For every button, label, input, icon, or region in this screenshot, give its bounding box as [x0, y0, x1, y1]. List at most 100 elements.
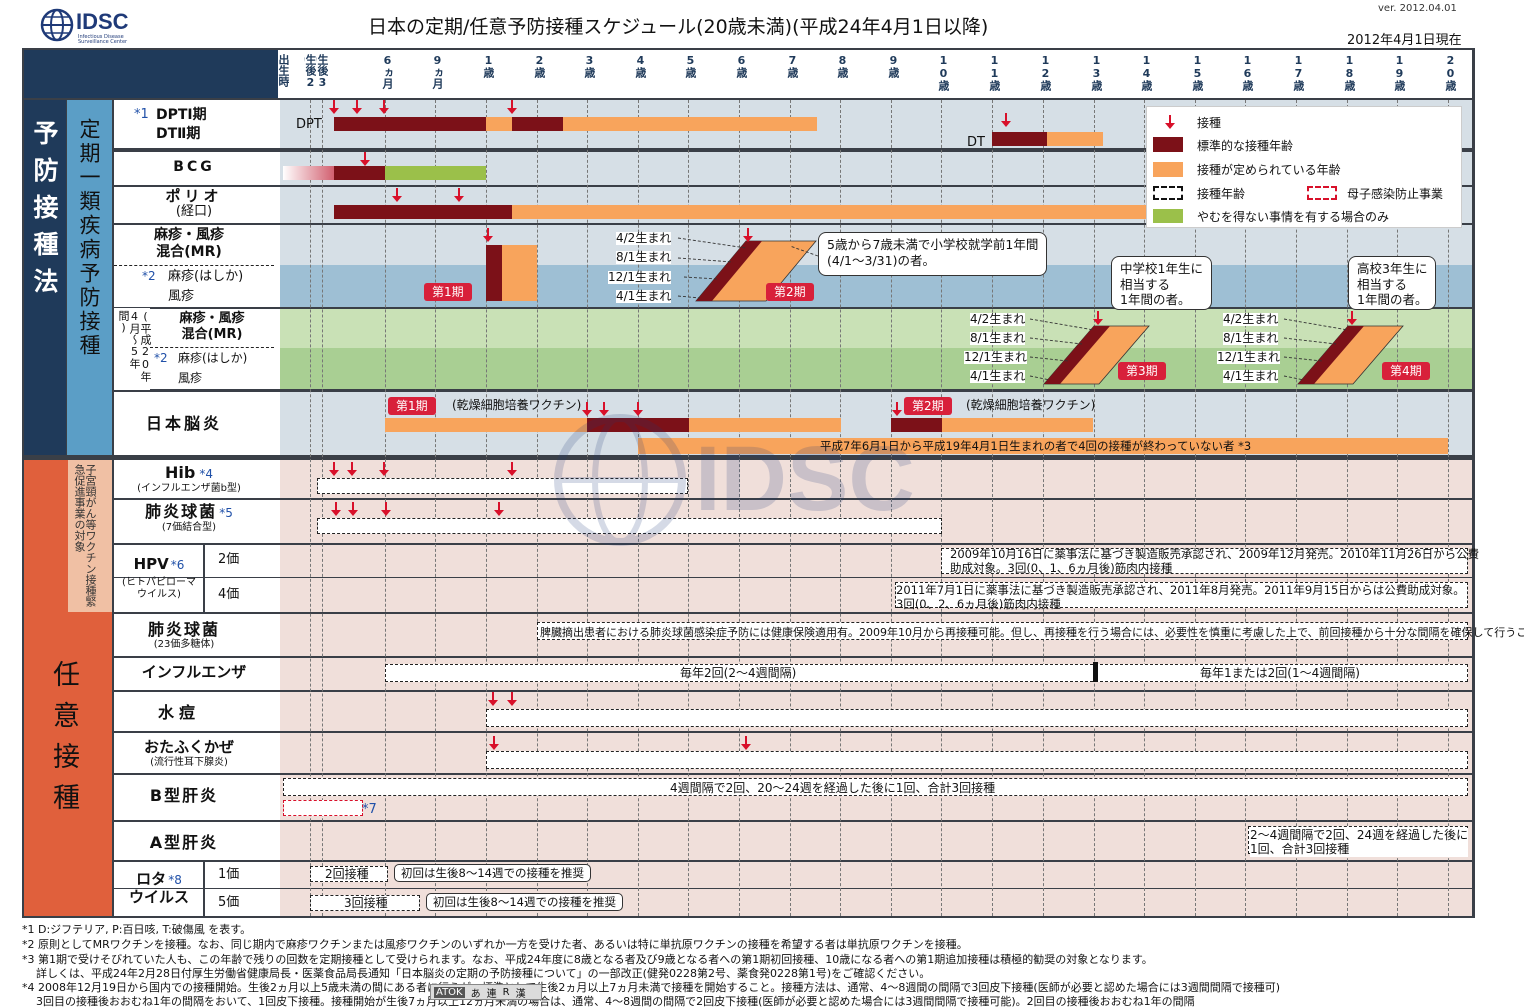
- pcv-range: [317, 518, 942, 534]
- ppv-sub: (23価多糖体): [153, 639, 215, 650]
- mr2-lead-2: [677, 257, 734, 263]
- grid-line-15: [992, 100, 993, 916]
- legend-mother: 母子感染防止事業: [1347, 187, 1444, 201]
- dpt-arrow-1: [329, 100, 339, 114]
- legend-mother-swatch: [1307, 186, 1337, 200]
- mr1-main-2: 混合(MR): [156, 244, 222, 260]
- mr2-lead-4: [677, 295, 701, 299]
- age-tick-6: 2歳: [533, 54, 545, 78]
- mr1-arrow: [483, 228, 493, 242]
- hepb-label: B型肝炎: [149, 786, 219, 805]
- je-vac-2: (乾燥細胞培養ワクチン): [966, 398, 1096, 412]
- je-arrow-2: [599, 402, 609, 416]
- je-ki1: 第1期: [388, 397, 436, 416]
- mr4-b121: 12/1生まれ: [1217, 350, 1280, 365]
- ime-kan[interactable]: 漢: [515, 988, 526, 1000]
- je-def-1: [385, 418, 587, 432]
- ime-ren[interactable]: 連: [486, 988, 497, 1000]
- dpt-std-1: [334, 117, 486, 131]
- age-tick-8: 4歳: [634, 54, 646, 78]
- dpt-bar-label: DPT: [296, 117, 322, 132]
- age-tick-14: 10歳: [937, 54, 949, 91]
- section-teiki: [67, 100, 112, 455]
- grid-line-19: [1195, 100, 1196, 916]
- mr4-lead-1: [1283, 318, 1349, 331]
- legend-inj: 接種: [1197, 116, 1222, 130]
- mr4-para: [1297, 325, 1404, 385]
- dt-std: [992, 132, 1047, 146]
- rota1-dose: 2回接種: [325, 867, 369, 881]
- ime-atok[interactable]: ATOK: [434, 986, 465, 998]
- logo-sub: Infectious Disease Surveillance Center: [78, 34, 128, 45]
- rota-1ka: 1価: [218, 867, 240, 882]
- rota5-rec-box: 初回は生後8〜14週での接種を推奨: [426, 893, 623, 912]
- mr2-b81: 8/1生まれ: [616, 250, 672, 265]
- mr1-std: [486, 245, 502, 301]
- hepb-star: *7: [362, 802, 377, 817]
- ime-a[interactable]: あ: [470, 988, 481, 1000]
- grid-line-9: [688, 100, 689, 916]
- grid-line-17: [1094, 100, 1095, 916]
- legend-age: 接種年齢: [1197, 187, 1246, 201]
- mr1-star: *2: [142, 269, 156, 283]
- mr1-def: [502, 245, 537, 301]
- grid-line-11: [790, 100, 791, 916]
- age-tick-12: 8歳: [836, 54, 848, 78]
- grid-line-1: [310, 100, 311, 916]
- mr2-lead-1: [677, 237, 747, 249]
- hib-arrow-1: [329, 462, 339, 476]
- mr2-single-1: 麻疹(はしか): [178, 351, 248, 365]
- hepa-note: 2〜4週間隔で2回、24週を経過した後に 1回、合計3回接種: [1250, 828, 1469, 857]
- grid-line-18: [1144, 100, 1145, 916]
- section-yobo-label: 予防接種法: [30, 120, 59, 305]
- callout-mr4: 高校3年生に 相当する 1年間の者。: [1348, 256, 1437, 310]
- legend-arrow-icon: [1165, 115, 1175, 129]
- dpt-star: *1: [134, 107, 149, 122]
- hpv-4ka: 4価: [218, 587, 240, 602]
- age-tick-7: 3歳: [583, 54, 595, 78]
- mr3-arrow: [1093, 311, 1103, 325]
- flu-range: [385, 664, 1468, 682]
- age-tick-18: 14歳: [1140, 54, 1152, 91]
- section-kinkyu-label: 子宮頸がん等ワクチン接種緊急促進事業の対象: [73, 464, 97, 607]
- ime-toolbar[interactable]: ATOK あ 連 R 漢: [430, 984, 542, 1000]
- grid-line-21: [1296, 100, 1297, 916]
- dt-def: [1047, 132, 1103, 146]
- dpt-arrow-4: [507, 100, 517, 114]
- dpt-std-2: [512, 117, 563, 131]
- mumps-arrow-1: [489, 736, 499, 750]
- legend-unavoid: やむを得ない事情を有する場合のみ: [1197, 210, 1390, 224]
- grid-line-20: [1245, 100, 1246, 916]
- je-catchup: [638, 438, 1448, 454]
- je-vac-1: (乾燥細胞培養ワクチン): [452, 398, 582, 412]
- mr4-lead-4: [1283, 375, 1305, 381]
- footnote-2: *2 原則としてMRワクチンを接種。なお、同じ期内で麻疹ワクチンまたは風疹ワクチ…: [22, 938, 968, 951]
- logo: IDSC Infectious Disease Surveillance Cen…: [40, 8, 160, 46]
- mr2-para: [695, 240, 817, 302]
- legend-std-swatch: [1153, 137, 1183, 152]
- row-grid-6: [280, 348, 1472, 389]
- grid-line-8: [638, 100, 639, 916]
- section-nini-label: 任意接種: [48, 660, 79, 824]
- mr3-para: [1043, 325, 1150, 385]
- callout-mr2: 5歳から7歳未満で小学校就学前1年間 (4/1〜3/31)の者。: [818, 232, 1048, 276]
- hpv-sub-2: ウイルス): [137, 589, 181, 600]
- bcg-unavoid: [385, 166, 486, 180]
- pcv-arrow-4: [494, 502, 504, 516]
- grid-line-24: [1448, 100, 1449, 916]
- dpt-label-2: DTⅡ期: [156, 126, 201, 142]
- var-arrow-2: [507, 692, 517, 706]
- ime-r[interactable]: R: [502, 986, 510, 998]
- polio-std: [334, 205, 512, 219]
- mr2-b41: 4/1生まれ: [616, 289, 672, 304]
- legend-std: 標準的な接種年齢: [1197, 139, 1294, 153]
- legend-unavoid-swatch: [1153, 209, 1183, 223]
- hib-arrow-2: [347, 462, 357, 476]
- je-def-1b: [689, 418, 841, 432]
- mr3-b81: 8/1生まれ: [970, 331, 1026, 346]
- grid-line-6: [537, 100, 538, 916]
- hepa-label: A型肝炎: [149, 833, 219, 852]
- grid-line-23: [1397, 100, 1398, 916]
- mumps-range: [486, 751, 1468, 769]
- mr-ki4: 第4期: [1382, 362, 1430, 381]
